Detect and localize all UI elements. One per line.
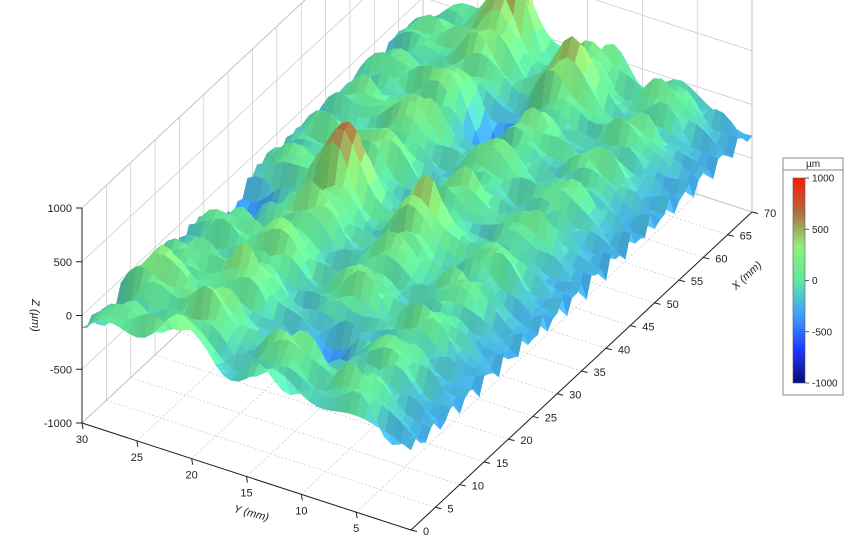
z-tick-label: 500: [54, 257, 72, 269]
colorbar-tick-label: -500: [812, 327, 832, 338]
colorbar-tick-label: 500: [812, 225, 829, 236]
x-tick-label: 25: [545, 412, 557, 424]
x-tick-label: 0: [423, 526, 429, 538]
colorbar: µm 1000 500 0 -500 -1000: [782, 157, 844, 396]
x-tick-label: 65: [740, 231, 752, 243]
colorbar-unit: µm: [806, 159, 820, 170]
z-tick-label: 1000: [48, 203, 72, 215]
x-tick-label: 5: [447, 503, 453, 515]
z-tick-label: -1000: [44, 418, 72, 430]
colorbar-tick-label: 1000: [812, 174, 835, 185]
y-tick-label: 5: [353, 523, 359, 535]
x-tick-label: 10: [472, 481, 484, 493]
x-tick-label: 45: [642, 322, 654, 334]
y-tick-label: 10: [295, 505, 307, 517]
y-tick-label: 25: [131, 452, 143, 464]
z-axis-title: Z (µm): [29, 298, 41, 332]
z-tick-label: 0: [66, 311, 72, 323]
z-tick-label: -500: [50, 364, 72, 376]
x-tick-label: 70: [764, 208, 776, 220]
x-tick-label: 60: [715, 253, 727, 265]
x-tick-label: 20: [520, 435, 532, 447]
y-tick-label: 15: [240, 488, 252, 500]
x-tick-label: 15: [496, 458, 508, 470]
colorbar-gradient: [792, 177, 806, 384]
y-tick-label: 20: [186, 470, 198, 482]
colorbar-tick-label: 0: [812, 276, 818, 287]
x-tick-label: 30: [569, 390, 581, 402]
y-axis-title: Y (mm): [232, 503, 270, 524]
x-tick-label: 55: [691, 276, 703, 288]
x-tick-label: 35: [594, 367, 606, 379]
x-axis-title: X (mm): [729, 259, 765, 293]
x-tick-label: 40: [618, 344, 630, 356]
y-tick-label: 30: [76, 434, 88, 446]
colorbar-tick-label: -1000: [812, 379, 838, 390]
surface: [81, 0, 753, 451]
x-tick-label: 50: [667, 299, 679, 311]
